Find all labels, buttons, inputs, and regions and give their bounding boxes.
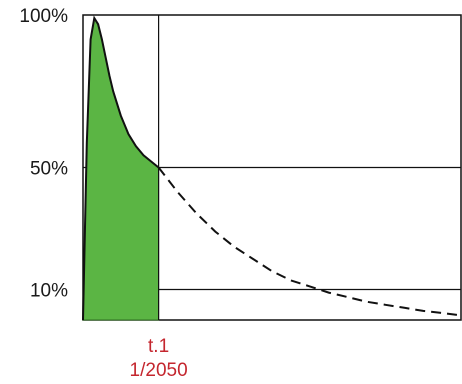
curve-dashed (157, 166, 462, 317)
y-tick-label: 10% (30, 281, 68, 302)
curve-solid (82, 15, 160, 321)
x-marker-sublabel: 1/2050 (130, 360, 188, 381)
y-tick-label: 50% (30, 159, 68, 180)
x-marker-label: t.1 (148, 336, 169, 357)
filled-area (82, 16, 160, 321)
y-tick-label: 100% (19, 6, 68, 27)
